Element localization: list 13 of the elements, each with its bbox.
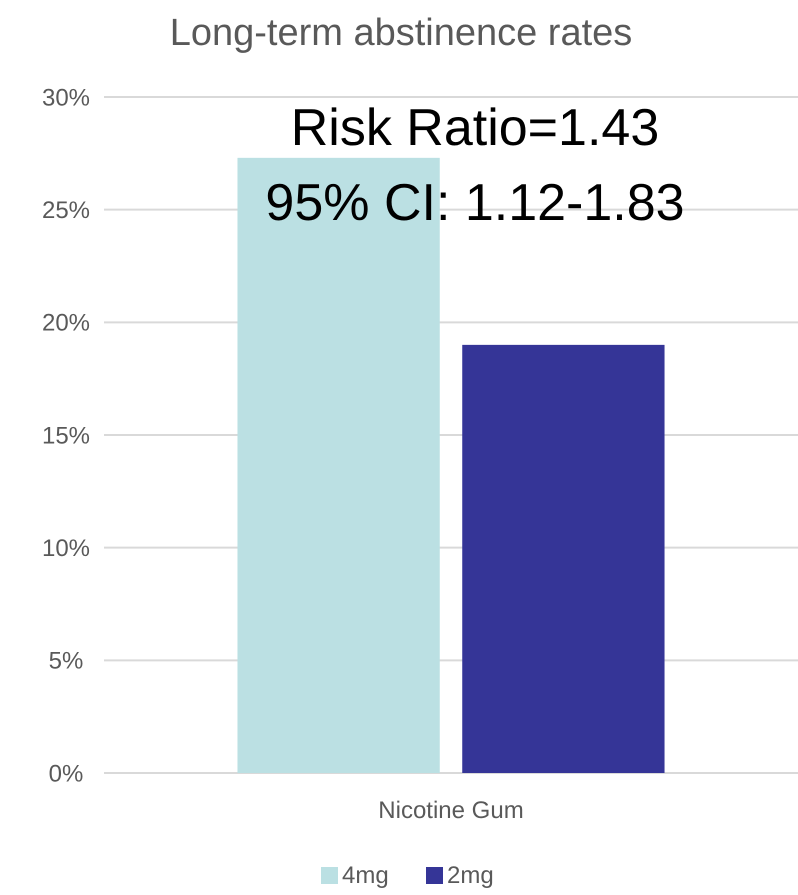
annotation: 95% CI: 1.12-1.83 <box>265 174 685 232</box>
y-tick-label: 25% <box>42 197 90 224</box>
legend-label: 4mg <box>342 862 389 889</box>
y-tick-label: 20% <box>42 310 90 337</box>
legend-label: 2mg <box>447 862 494 889</box>
chart-title: Long-term abstinence rates <box>170 12 632 54</box>
y-tick-label: 0% <box>48 760 84 788</box>
y-tick-label: 15% <box>42 422 90 450</box>
y-tick-label: 5% <box>48 648 84 675</box>
y-tick-label: 30% <box>42 84 90 112</box>
x-tick-label: Nicotine Gum <box>378 797 524 824</box>
y-tick-label: 10% <box>42 535 90 562</box>
annotation: Risk Ratio=1.43 <box>290 99 660 157</box>
